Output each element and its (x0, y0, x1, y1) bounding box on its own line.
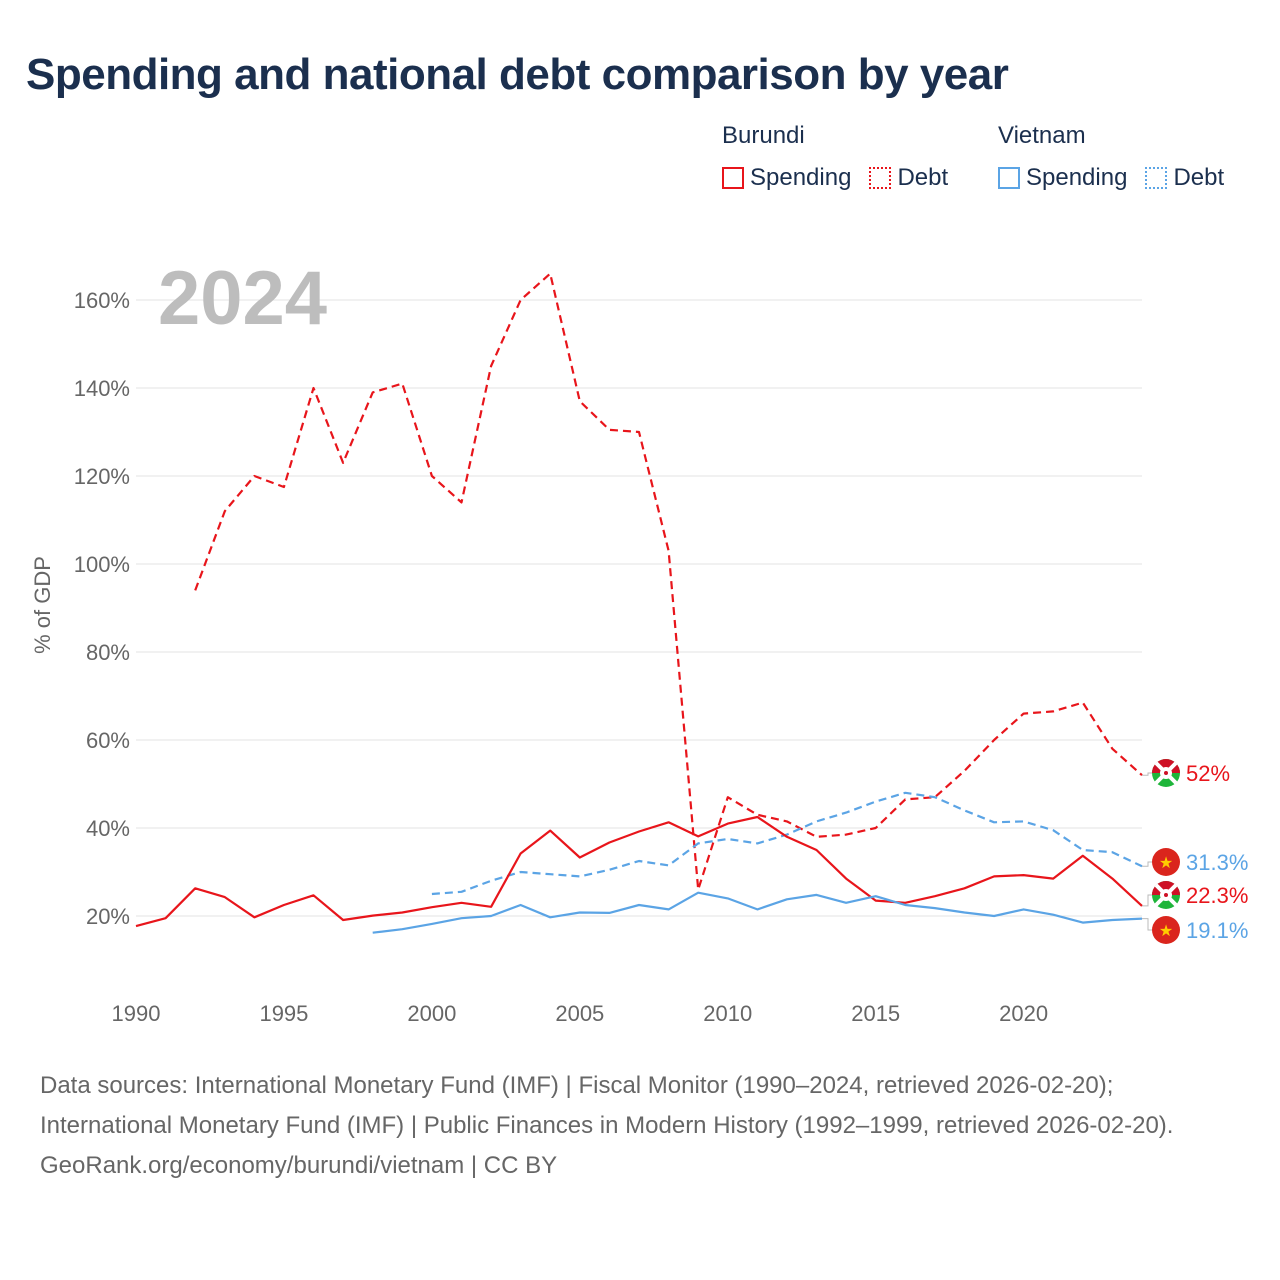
svg-text:★: ★ (1159, 923, 1173, 940)
x-tick-label: 1995 (259, 1001, 308, 1026)
y-tick-label: 20% (86, 904, 130, 929)
dotted-swatch-icon (869, 167, 892, 189)
year-watermark: 2024 (158, 256, 327, 341)
end-value-label: 52% (1186, 761, 1230, 786)
burundi-flag-icon (1152, 759, 1180, 787)
data-sources: Data sources: International Monetary Fun… (40, 1072, 1174, 1139)
x-tick-label: 2015 (851, 1001, 900, 1026)
legend-item-vietnam-debt[interactable]: Debt (1145, 164, 1224, 192)
vietnam-flag-icon: ★ (1152, 916, 1180, 944)
legend-item-vietnam-spending[interactable]: Spending (998, 164, 1127, 192)
y-tick-label: 60% (86, 728, 130, 753)
y-axis-label: % of GDP (30, 556, 55, 654)
legend-label: Debt (1173, 164, 1225, 191)
x-tick-label: 2005 (555, 1001, 604, 1026)
end-value-label: 22.3% (1186, 883, 1248, 908)
end-label-connector (1142, 861, 1152, 867)
end-label-connector (1142, 894, 1152, 907)
solid-swatch-icon (998, 167, 1020, 189)
x-tick-label: 2010 (703, 1001, 752, 1026)
dotted-swatch-icon (1145, 167, 1168, 189)
svg-text:★: ★ (1159, 855, 1173, 872)
legend-item-burundi-debt[interactable]: Debt (869, 164, 948, 192)
burundi-spending-line[interactable] (135, 815, 1143, 928)
legend-label: Spending (750, 164, 852, 191)
burundi-flag-icon (1152, 881, 1180, 909)
y-tick-label: 40% (86, 816, 130, 841)
x-tick-label: 2020 (999, 1001, 1048, 1026)
legend-group-label: Burundi (722, 122, 805, 149)
vietnam-flag-icon: ★ (1152, 848, 1180, 876)
end-label-connector (1142, 918, 1152, 931)
x-tick-label: 2000 (407, 1001, 456, 1026)
solid-swatch-icon (722, 167, 744, 189)
burundi-debt-line[interactable] (194, 272, 1143, 891)
y-tick-label: 120% (74, 464, 130, 489)
legend-vietnam: Vietnam Spending Debt (998, 122, 1224, 192)
footer: Data sources: International Monetary Fun… (40, 1066, 1240, 1186)
legend-group-label: Vietnam (998, 122, 1086, 149)
credit-link[interactable]: GeoRank.org/economy/burundi/vietnam | CC… (40, 1152, 558, 1179)
y-tick-label: 140% (74, 376, 130, 401)
vietnam-spending-line[interactable] (372, 891, 1143, 934)
vietnam-debt-line[interactable] (431, 791, 1143, 896)
legend-label: Spending (1026, 164, 1128, 191)
legend-label: Debt (897, 164, 949, 191)
end-value-label: 19.1% (1186, 918, 1248, 943)
y-tick-label: 80% (86, 640, 130, 665)
y-tick-label: 160% (74, 288, 130, 313)
y-tick-label: 100% (74, 552, 130, 577)
chart-title: Spending and national debt comparison by… (26, 50, 1009, 99)
legend-burundi: Burundi Spending Debt (722, 122, 966, 192)
x-tick-label: 1990 (112, 1001, 161, 1026)
end-value-label: 31.3% (1186, 850, 1248, 875)
legend-item-burundi-spending[interactable]: Spending (722, 164, 851, 192)
end-label-connector (1142, 772, 1152, 776)
line-chart: 20% 40% 60% 80% 100% 120% 140% 160% 1990 1995 2000… (30, 256, 1248, 1026)
